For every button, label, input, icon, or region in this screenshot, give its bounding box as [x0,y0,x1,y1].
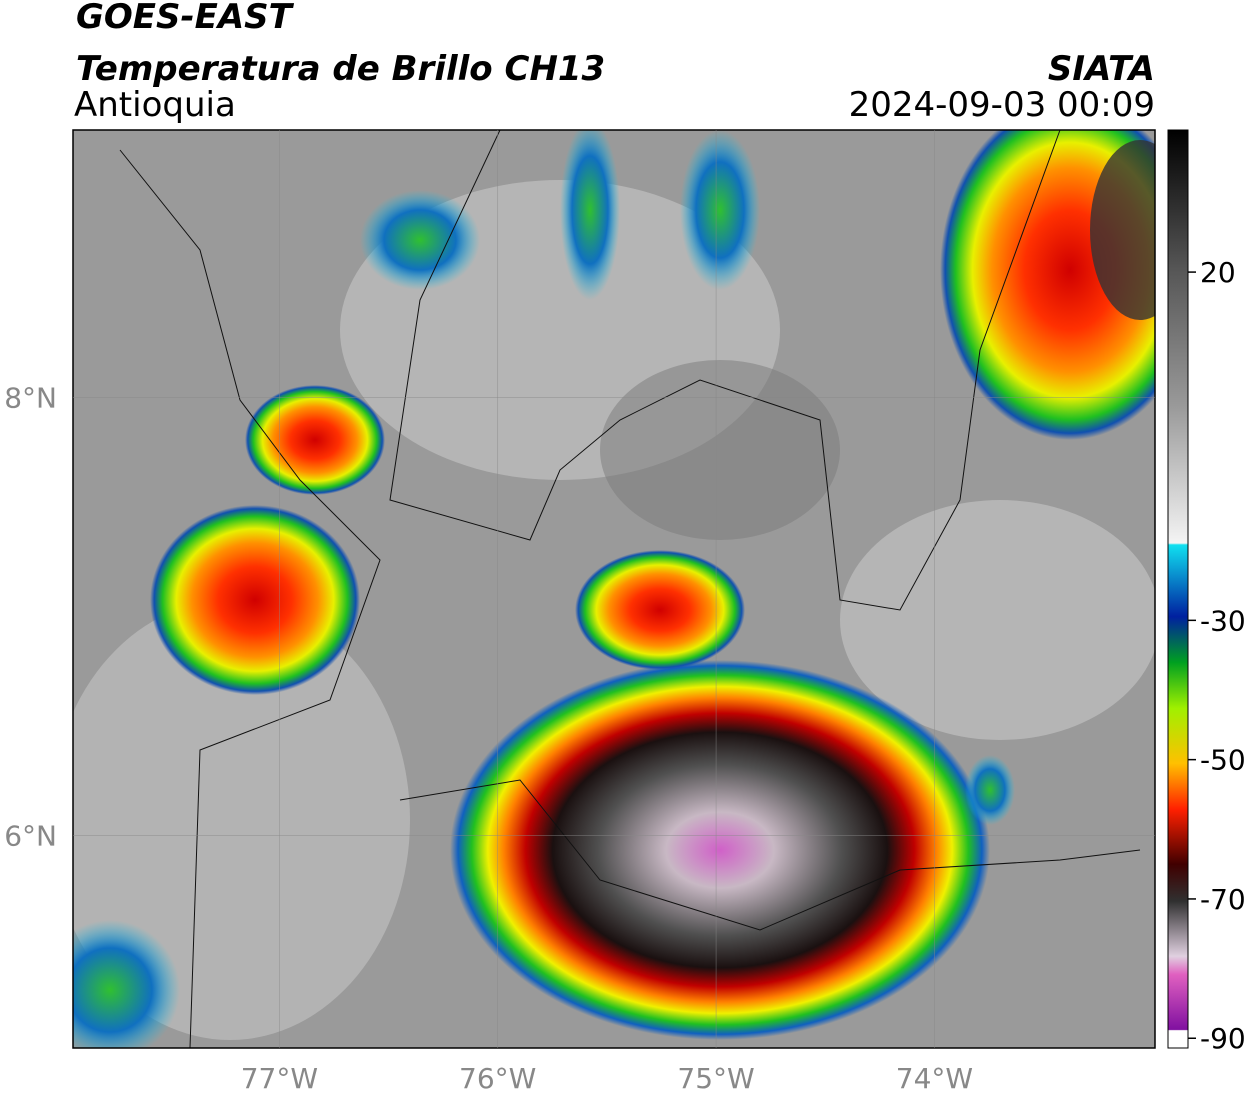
lat-tick-label: 6°N [4,819,57,852]
title: GOES-EAST [76,0,295,37]
lat-tick-label: 8°N [4,381,57,414]
imagery [73,130,1155,1048]
lon-tick-label: 76°W [459,1062,536,1095]
colorbar-tick-label: -30 [1200,604,1246,637]
lon-tick-label: 77°W [241,1062,318,1095]
colorbar-tick-label: 20 [1200,256,1236,289]
lon-tick-label: 74°W [896,1062,973,1095]
colorbar-tick-label: -50 [1200,744,1246,777]
colorbar-tick-label: -70 [1200,883,1246,916]
region: Antioquia [74,85,236,125]
colorbar [1167,129,1189,1049]
lon-tick-label: 75°W [677,1062,754,1095]
source: SIATA [1048,49,1155,89]
map-frame [72,129,1156,1049]
datetime: 2024-09-03 00:09 [849,85,1155,125]
subtitle: Temperatura de Brillo CH13 [76,49,605,89]
colorbar-tick-label: -90 [1200,1022,1246,1055]
